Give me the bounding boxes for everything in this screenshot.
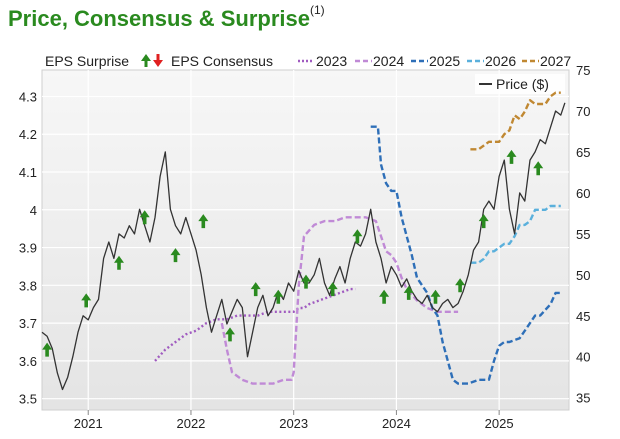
surprise-arrow-up [352, 229, 363, 244]
right-tick-label: 35 [576, 391, 590, 406]
legend-price-label: Price ($) [496, 76, 549, 92]
surprise-arrow-up [81, 293, 92, 308]
surprise-arrow-up [225, 327, 235, 342]
surprise-arrow-up [327, 282, 338, 297]
right-tick-label: 70 [576, 104, 590, 119]
surprise-arrow-up [506, 149, 517, 164]
left-tick-label: 3.6 [19, 354, 37, 369]
grid-lines [42, 70, 569, 410]
x-tick-label: 2023 [279, 416, 308, 431]
surprise-arrow-up [139, 210, 150, 225]
surprise-arrow-up [379, 289, 390, 304]
right-tick-label: 50 [576, 268, 590, 283]
right-tick-label: 40 [576, 350, 590, 365]
x-tick-label: 2025 [485, 416, 514, 431]
surprise-arrow-up [114, 255, 124, 270]
left-tick-label: 3.5 [19, 392, 37, 407]
legend-2027-label: 2027 [540, 53, 571, 69]
surprise-arrow-up [273, 289, 284, 304]
legend-arrow-down-icon [153, 54, 163, 67]
price-legend-box [475, 74, 565, 94]
consensus-line-2023 [154, 287, 356, 362]
left-tick-label: 4.2 [19, 127, 37, 142]
legend-2025-label: 2025 [429, 53, 460, 69]
right-axis-ticks: 35 40 45 50 55 60 65 70 75 [576, 63, 590, 406]
surprise-arrow-up [403, 285, 414, 300]
x-tick-label: 2022 [176, 416, 205, 431]
x-tick-label: 2024 [382, 416, 411, 431]
surprise-arrow-up [301, 274, 311, 289]
x-axis-ticks: 2021 2022 2023 2024 2025 [74, 410, 514, 431]
surprise-arrow-up [455, 278, 466, 293]
surprise-arrow-up [250, 282, 261, 297]
surprise-arrow-up [170, 248, 181, 263]
right-tick-label: 65 [576, 145, 590, 160]
chart-title: Price, Consensus & Surprise(1) [8, 2, 325, 32]
surprise-arrow-up [198, 214, 209, 229]
right-tick-label: 55 [576, 227, 590, 242]
legend-2024-label: 2024 [373, 53, 404, 69]
surprise-arrows [42, 149, 544, 357]
surprise-arrow-up [533, 161, 544, 176]
legend-arrow-up-icon [141, 54, 151, 67]
left-tick-label: 3.7 [19, 316, 37, 331]
consensus-line-2027 [470, 91, 561, 151]
surprise-arrow-up [478, 214, 489, 229]
price-line-group [41, 102, 566, 391]
right-tick-label: 45 [576, 309, 590, 324]
plot-area [41, 69, 570, 411]
legend-consensus-label: EPS Consensus [171, 53, 273, 69]
right-tick-label: 75 [576, 63, 590, 78]
price-line [41, 102, 566, 391]
left-tick-label: 3.9 [19, 241, 37, 256]
legend: EPS Surprise EPS Consensus 2023 2024 202… [45, 53, 571, 94]
chart-title-text: Price, Consensus & Surprise [8, 6, 310, 31]
consensus-line-2025 [370, 125, 561, 385]
left-tick-label: 4.1 [19, 165, 37, 180]
left-axis-ticks: 3.5 3.6 3.7 3.8 3.9 4 4.1 4.2 4.3 [19, 89, 37, 406]
legend-surprise-label: EPS Surprise [45, 53, 129, 69]
left-tick-label: 3.8 [19, 278, 37, 293]
x-tick-label: 2021 [74, 416, 103, 431]
surprise-arrow-up [42, 342, 53, 357]
legend-2026-label: 2026 [485, 53, 516, 69]
surprise-arrow-up [430, 289, 441, 304]
legend-2023-label: 2023 [316, 53, 347, 69]
left-tick-label: 4.3 [19, 89, 37, 104]
left-tick-label: 4 [30, 203, 37, 218]
right-tick-label: 60 [576, 186, 590, 201]
consensus-line-2026 [470, 204, 561, 264]
title-footnote: (1) [310, 2, 325, 17]
